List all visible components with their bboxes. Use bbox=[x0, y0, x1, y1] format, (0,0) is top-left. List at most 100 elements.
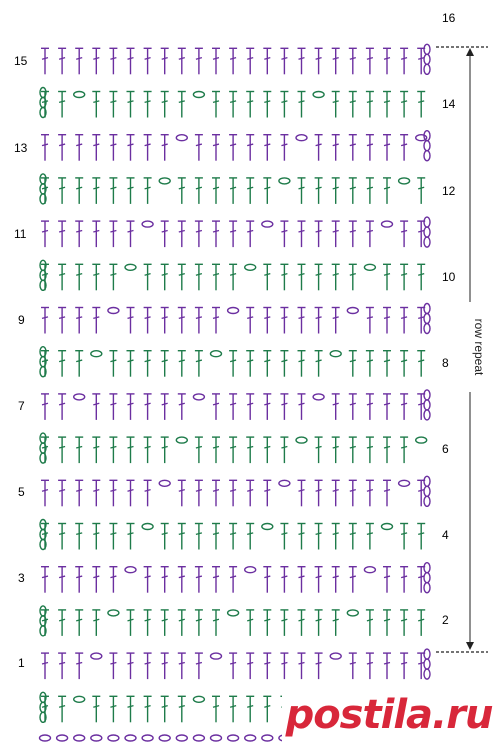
chain-symbol bbox=[278, 177, 291, 185]
double-crochet-symbol bbox=[246, 350, 255, 377]
double-crochet-symbol bbox=[383, 350, 391, 377]
double-crochet-symbol bbox=[365, 393, 374, 420]
turning-chain-symbol bbox=[423, 216, 431, 248]
double-crochet-symbol bbox=[177, 306, 186, 334]
double-crochet-symbol bbox=[348, 566, 357, 593]
double-crochet-symbol bbox=[143, 436, 152, 464]
double-crochet-symbol bbox=[92, 220, 101, 248]
chain-symbol bbox=[192, 695, 206, 703]
double-crochet-symbol bbox=[263, 479, 272, 507]
chain-symbol bbox=[192, 90, 206, 99]
double-crochet-symbol bbox=[297, 350, 306, 377]
double-crochet-symbol bbox=[263, 133, 272, 161]
chain-symbol bbox=[38, 734, 52, 742]
stitch-row-14 bbox=[41, 129, 431, 162]
double-crochet-symbol bbox=[246, 220, 255, 248]
double-crochet-symbol bbox=[280, 133, 289, 161]
double-crochet-symbol bbox=[246, 479, 255, 507]
double-crochet-symbol bbox=[263, 609, 272, 636]
double-crochet-symbol bbox=[194, 263, 203, 291]
double-crochet-symbol bbox=[400, 566, 409, 593]
row-number-16: 16 bbox=[442, 11, 456, 25]
chain-symbol bbox=[312, 90, 325, 99]
stitch-row-8 bbox=[41, 389, 431, 421]
double-crochet-symbol bbox=[143, 177, 152, 204]
double-crochet-symbol bbox=[177, 263, 186, 291]
chain-symbol bbox=[107, 609, 120, 617]
double-crochet-symbol bbox=[263, 263, 272, 291]
double-crochet-symbol bbox=[331, 609, 340, 636]
double-crochet-symbol bbox=[280, 263, 289, 291]
double-crochet-symbol bbox=[263, 393, 272, 420]
turning-chain-symbol bbox=[423, 43, 431, 76]
double-crochet-symbol bbox=[58, 522, 67, 550]
double-crochet-symbol bbox=[314, 350, 323, 377]
double-crochet-symbol bbox=[109, 522, 118, 550]
chain-symbol bbox=[243, 734, 257, 742]
double-crochet-symbol bbox=[194, 652, 203, 680]
double-crochet-symbol bbox=[348, 350, 357, 377]
double-crochet-symbol bbox=[177, 652, 186, 680]
row-numbers-left: 1 3 5 7 9 11 13 15 bbox=[14, 54, 28, 670]
double-crochet-symbol bbox=[400, 133, 409, 161]
double-crochet-symbol bbox=[75, 350, 84, 377]
chain-symbol bbox=[226, 734, 240, 742]
double-crochet-symbol bbox=[348, 220, 357, 248]
double-crochet-symbol bbox=[280, 306, 289, 334]
double-crochet-symbol bbox=[383, 306, 391, 334]
double-crochet-symbol bbox=[126, 436, 135, 464]
double-crochet-symbol bbox=[212, 479, 220, 507]
double-crochet-symbol bbox=[417, 177, 426, 204]
row-number-9: 9 bbox=[18, 313, 25, 327]
chain-symbol bbox=[380, 522, 394, 531]
double-crochet-symbol bbox=[229, 695, 238, 723]
double-crochet-symbol bbox=[177, 479, 186, 507]
double-crochet-symbol bbox=[143, 306, 152, 334]
double-crochet-symbol bbox=[314, 220, 323, 248]
double-crochet-symbol bbox=[177, 177, 186, 204]
chain-symbol bbox=[397, 177, 411, 185]
double-crochet-symbol bbox=[365, 133, 374, 161]
double-crochet-symbol bbox=[160, 566, 169, 593]
chain-symbol bbox=[141, 220, 154, 228]
double-crochet-symbol bbox=[177, 522, 186, 550]
double-crochet-symbol bbox=[365, 652, 374, 680]
stitch-row-12 bbox=[41, 216, 431, 248]
chain-symbol bbox=[107, 734, 120, 742]
chain-symbol bbox=[107, 306, 120, 315]
stitch-row-7 bbox=[39, 432, 428, 464]
double-crochet-symbol bbox=[143, 609, 152, 636]
double-crochet-symbol bbox=[417, 90, 426, 118]
stitch-row-2 bbox=[41, 648, 431, 680]
double-crochet-symbol bbox=[75, 177, 84, 204]
double-crochet-symbol bbox=[58, 609, 67, 636]
turning-chain-symbol bbox=[39, 432, 47, 464]
double-crochet-symbol bbox=[177, 350, 186, 377]
chain-symbol bbox=[295, 133, 308, 142]
double-crochet-symbol bbox=[263, 350, 272, 377]
double-crochet-symbol bbox=[348, 522, 357, 550]
double-crochet-symbol bbox=[212, 695, 220, 723]
chain-symbol bbox=[192, 393, 206, 401]
double-crochet-symbol bbox=[75, 652, 84, 680]
chain-symbol bbox=[243, 263, 257, 271]
turning-chain-symbol bbox=[39, 691, 47, 723]
double-crochet-symbol bbox=[160, 652, 169, 680]
double-crochet-symbol bbox=[177, 566, 186, 593]
double-crochet-symbol bbox=[331, 90, 340, 118]
chain-symbol bbox=[90, 734, 103, 742]
double-crochet-symbol bbox=[400, 393, 409, 420]
double-crochet-symbol bbox=[314, 566, 323, 593]
double-crochet-symbol bbox=[263, 436, 272, 464]
double-crochet-symbol bbox=[365, 306, 374, 334]
double-crochet-symbol bbox=[212, 263, 220, 291]
double-crochet-symbol bbox=[58, 652, 67, 680]
double-crochet-symbol bbox=[348, 133, 357, 161]
double-crochet-symbol bbox=[348, 436, 357, 464]
double-crochet-symbol bbox=[75, 133, 84, 161]
double-crochet-symbol bbox=[365, 522, 374, 550]
chain-symbol bbox=[175, 734, 189, 742]
row-number-2: 2 bbox=[442, 613, 449, 627]
repeat-arrow-down-icon bbox=[466, 642, 474, 650]
double-crochet-symbol bbox=[417, 263, 426, 291]
